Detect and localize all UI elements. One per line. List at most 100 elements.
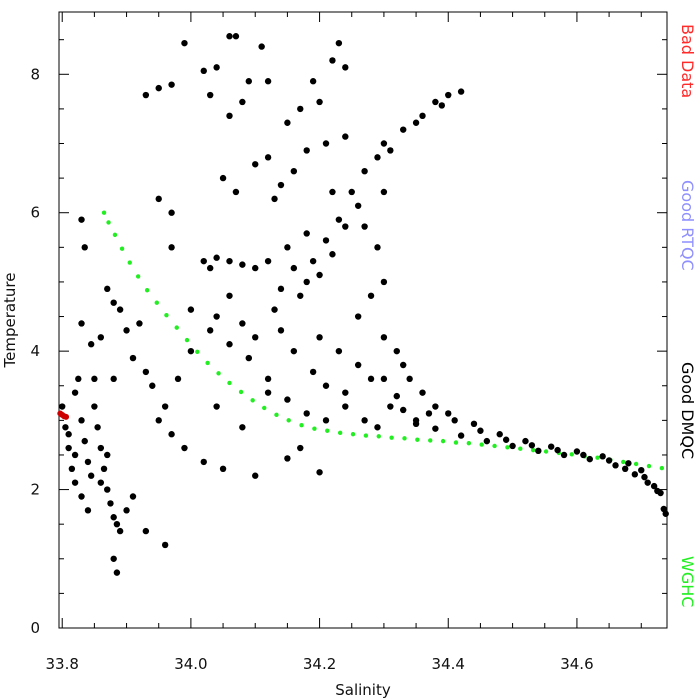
- point-good-dmqc: [284, 396, 291, 403]
- point-good-dmqc: [97, 444, 105, 452]
- point-good-dmqc: [78, 493, 85, 500]
- point-good-dmqc: [104, 451, 111, 459]
- point-good-dmqc: [329, 188, 336, 196]
- point-good-dmqc: [252, 334, 259, 341]
- point-good-dmqc: [438, 102, 446, 109]
- point-good-dmqc: [309, 368, 317, 376]
- point-good-dmqc: [245, 354, 252, 362]
- point-good-dmqc: [136, 320, 143, 327]
- point-wghc: [646, 463, 652, 469]
- point-wghc: [428, 438, 433, 443]
- legend-good-rtqc: Good RTQC: [678, 180, 697, 271]
- point-good-dmqc: [342, 133, 349, 140]
- point-good-dmqc: [168, 244, 175, 251]
- point-good-dmqc: [309, 257, 317, 265]
- point-good-dmqc: [451, 417, 458, 424]
- point-wghc: [402, 436, 407, 441]
- point-good-dmqc: [174, 375, 182, 383]
- point-good-dmqc: [110, 375, 117, 383]
- point-good-dmqc: [335, 39, 343, 47]
- point-good-dmqc: [97, 479, 105, 486]
- legend-good-dmqc: Good DMQC: [678, 362, 697, 459]
- point-good-dmqc: [445, 410, 452, 417]
- point-good-dmqc: [71, 389, 79, 396]
- point-good-dmqc: [142, 527, 150, 535]
- point-good-dmqc: [419, 389, 426, 396]
- point-good-dmqc: [554, 446, 561, 454]
- point-good-dmqc: [400, 361, 407, 369]
- point-good-dmqc: [303, 278, 310, 286]
- point-good-dmqc: [219, 465, 227, 473]
- point-good-dmqc: [226, 341, 233, 348]
- plot-frame: [58, 11, 668, 629]
- point-good-dmqc: [226, 33, 233, 40]
- point-good-dmqc: [200, 67, 207, 75]
- point-good-dmqc: [200, 458, 207, 466]
- point-good-dmqc: [477, 427, 484, 434]
- point-good-dmqc: [87, 341, 95, 348]
- point-wghc: [621, 459, 626, 465]
- point-good-dmqc: [290, 264, 298, 272]
- y-tick-label: 2: [30, 481, 40, 499]
- point-good-dmqc: [361, 167, 368, 175]
- point-good-dmqc: [303, 230, 310, 237]
- point-good-dmqc: [264, 375, 272, 383]
- point-good-dmqc: [322, 140, 330, 147]
- point-good-dmqc: [161, 403, 169, 410]
- x-tick-label: 34.4: [432, 655, 465, 673]
- point-good-dmqc: [206, 91, 214, 99]
- point-good-dmqc: [107, 500, 114, 507]
- point-good-dmqc: [84, 458, 92, 466]
- point-good-dmqc: [62, 424, 69, 431]
- point-good-dmqc: [631, 471, 639, 478]
- point-good-dmqc: [297, 105, 304, 113]
- point-wghc: [106, 220, 111, 225]
- point-good-dmqc: [91, 403, 98, 410]
- point-good-dmqc: [232, 33, 240, 40]
- point-good-dmqc: [245, 78, 252, 85]
- point-good-dmqc: [78, 320, 85, 327]
- point-good-dmqc: [226, 112, 233, 120]
- point-good-dmqc: [393, 347, 400, 355]
- point-good-dmqc: [660, 505, 667, 513]
- point-good-dmqc: [104, 285, 111, 293]
- point-good-dmqc: [213, 254, 220, 261]
- x-tick-label: 34.2: [303, 655, 336, 673]
- y-tick-label: 0: [30, 619, 40, 637]
- point-good-dmqc: [78, 417, 85, 424]
- point-good-dmqc: [297, 444, 304, 452]
- point-good-dmqc: [110, 514, 117, 521]
- point-good-dmqc: [380, 140, 388, 147]
- legend-bad-data: Bad Data: [678, 24, 697, 98]
- point-wghc: [184, 337, 190, 343]
- point-good-dmqc: [206, 264, 214, 272]
- point-wghc: [135, 274, 141, 279]
- point-good-dmqc: [322, 382, 330, 389]
- point-wghc: [101, 210, 107, 215]
- point-good-dmqc: [342, 64, 349, 71]
- point-good-dmqc: [662, 510, 669, 517]
- point-good-dmqc: [100, 465, 108, 473]
- point-good-dmqc: [612, 462, 619, 469]
- point-good-dmqc: [155, 84, 162, 92]
- y-tick-label: 4: [30, 342, 40, 360]
- point-good-dmqc: [226, 292, 233, 299]
- point-wghc: [216, 371, 221, 376]
- y-tick-label: 6: [30, 204, 40, 222]
- point-good-dmqc: [380, 334, 388, 341]
- point-wghc: [350, 432, 356, 437]
- point-wghc: [164, 312, 169, 318]
- point-good-dmqc: [239, 320, 246, 327]
- point-good-dmqc: [412, 119, 420, 126]
- x-axis: 33.8 34.0 34.2 34.4 34.6: [46, 12, 642, 673]
- point-good-dmqc: [113, 520, 121, 528]
- point-good-dmqc: [71, 479, 79, 486]
- legend-wghc: WGHC: [678, 556, 697, 607]
- point-good-dmqc: [264, 257, 272, 265]
- point-good-dmqc: [303, 410, 310, 417]
- point-good-dmqc: [335, 216, 343, 223]
- point-good-dmqc: [329, 57, 336, 64]
- point-wghc: [325, 428, 330, 433]
- point-good-dmqc: [75, 375, 82, 383]
- point-good-dmqc: [599, 453, 606, 460]
